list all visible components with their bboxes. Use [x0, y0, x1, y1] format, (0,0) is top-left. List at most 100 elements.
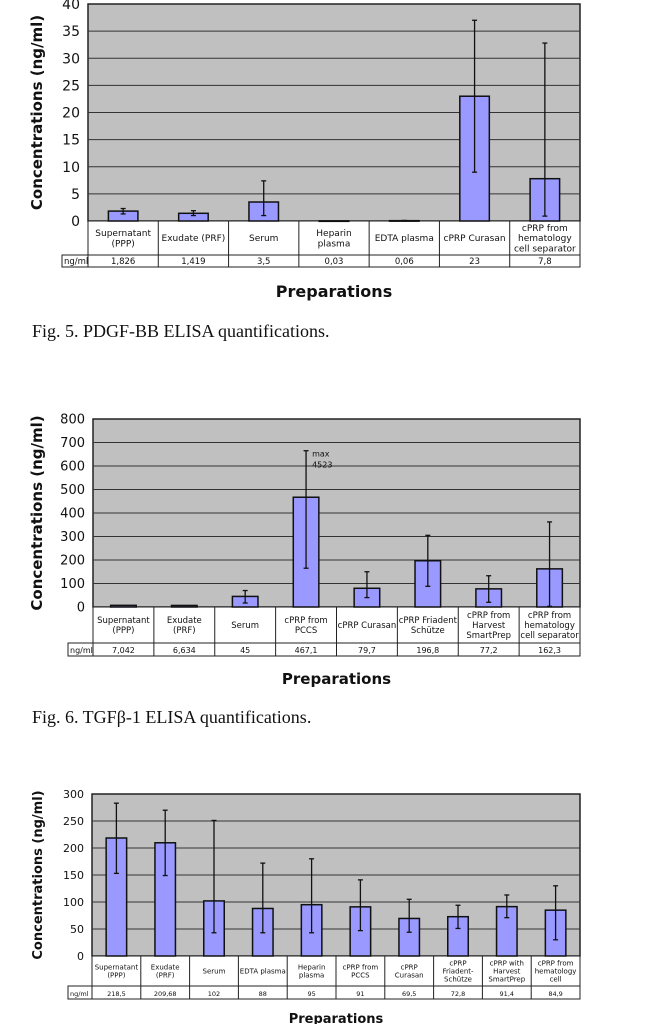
value-label: 84,9 — [548, 990, 562, 998]
y-tick-label: 30 — [62, 51, 80, 67]
category-label: hematology — [518, 234, 572, 244]
category-label: Curasan — [395, 971, 424, 979]
y-tick-label: 35 — [62, 24, 80, 40]
category-label: cPRP from — [522, 224, 568, 234]
category-label: Serum — [249, 234, 278, 244]
value-label: 102 — [208, 990, 220, 998]
x-axis-title: Preparations — [276, 282, 392, 301]
bar — [109, 604, 137, 608]
y-tick-label: 300 — [63, 788, 84, 801]
category-label: Harvest — [472, 621, 506, 631]
y-tick-label: 250 — [63, 815, 84, 828]
value-table-row — [67, 642, 581, 657]
y-tick-label: 700 — [60, 436, 85, 451]
value-label: 7,8 — [538, 257, 552, 267]
value-label: 1,826 — [111, 257, 135, 267]
value-label: 218,5 — [107, 990, 126, 998]
y-tick-label: 600 — [60, 460, 85, 475]
bar — [170, 604, 198, 608]
y-tick-label: 20 — [62, 106, 80, 122]
category-label: cell separator — [520, 631, 579, 641]
value-label: 6,634 — [173, 646, 196, 655]
y-tick-label: 10 — [62, 160, 80, 176]
category-label: Exudate — [167, 616, 202, 626]
category-label: PCCS — [351, 971, 370, 979]
y-tick-label: 0 — [77, 601, 85, 616]
table-row-label: ng/ml — [70, 990, 89, 998]
value-label: 162,3 — [538, 646, 561, 655]
fig5-caption: Fig. 5. PDGF-BB ELISA quantifications. — [32, 321, 330, 341]
value-label: 91,4 — [500, 990, 514, 998]
x-axis-title: Preparations — [289, 1012, 384, 1024]
y-tick-label: 500 — [60, 483, 85, 498]
y-tick-label: 25 — [62, 78, 80, 94]
category-label: Harvest — [493, 967, 521, 975]
y-tick-label: 100 — [63, 896, 84, 909]
category-label: SmartPrep — [466, 631, 511, 641]
category-label: Supernatant — [95, 229, 151, 239]
y-tick-label: 5 — [71, 187, 80, 203]
category-label: PCCS — [295, 626, 317, 636]
annotation: max — [312, 450, 330, 459]
category-label: cPRP Friadent — [399, 616, 458, 626]
category-label: cPRP with — [490, 959, 524, 967]
category-label: Exudate (PRF) — [162, 234, 226, 244]
category-label: cPRP from — [284, 616, 327, 626]
annotation: 4523 — [312, 461, 332, 470]
value-label: 69,5 — [402, 990, 416, 998]
y-tick-label: 400 — [60, 507, 85, 522]
value-label: 0,06 — [395, 257, 414, 267]
value-label: 88 — [259, 990, 267, 998]
fig6-caption: Fig. 6. TGFβ-1 ELISA quantifications. — [32, 707, 312, 727]
value-label: 77,2 — [480, 646, 498, 655]
x-axis-title: Preparations — [282, 670, 391, 688]
category-label: cPRP Curasan — [338, 621, 397, 631]
category-label: Supernatant — [97, 616, 150, 626]
value-label: 7,042 — [112, 646, 135, 655]
category-label: EDTA plasma — [240, 967, 286, 975]
category-label: (PRF) — [173, 626, 196, 636]
value-label: 3,5 — [257, 257, 271, 267]
category-label: Supernatant — [95, 963, 139, 971]
category-label: Serum — [231, 621, 259, 631]
y-tick-label: 15 — [62, 133, 80, 149]
value-table-row — [67, 985, 581, 1000]
y-tick-label: 40 — [62, 0, 80, 13]
category-label: (PRF) — [156, 971, 175, 979]
category-label: EDTA plasma — [375, 234, 434, 244]
chart-1: 0 5 10 15 20 25 30 35 40 ng/ml Supernatant(PPP) 1,8… — [28, 0, 581, 301]
category-label: (PPP) — [107, 971, 125, 979]
category-label: cPRP — [401, 963, 418, 971]
value-label: 95 — [307, 990, 315, 998]
value-label: 45 — [240, 646, 250, 655]
category-label: plasma — [299, 971, 324, 979]
y-tick-label: 50 — [70, 923, 84, 936]
y-axis-title: Concentrations (ng/ml) — [28, 15, 46, 210]
y-tick-label: 300 — [60, 530, 85, 545]
value-label: 72,8 — [451, 990, 465, 998]
value-label: 467,1 — [295, 646, 318, 655]
y-tick-label: 0 — [77, 950, 84, 963]
category-label: cPRP Curasan — [444, 234, 506, 244]
category-label: (PPP) — [111, 239, 134, 249]
chart-2: 0 100 200 300 400 500 600 700 800 ng/ml Supernatan… — [28, 413, 581, 688]
value-table-row — [61, 254, 581, 268]
category-label: cPRP from — [538, 959, 574, 967]
category-label: cell separator — [514, 245, 576, 255]
bar — [318, 220, 350, 223]
y-tick-label: 150 — [63, 869, 84, 882]
value-label: 209,68 — [154, 990, 177, 998]
category-label: plasma — [318, 239, 351, 249]
category-table — [87, 220, 581, 256]
table-row-label: ng/ml — [64, 257, 88, 267]
category-label: SmartPrep — [488, 976, 525, 984]
y-tick-label: 100 — [60, 577, 85, 592]
value-label: 91 — [356, 990, 364, 998]
value-label: 1,419 — [181, 257, 205, 267]
category-label: Schütze — [444, 976, 472, 984]
category-label: cell — [550, 976, 562, 984]
category-label: cPRP from — [528, 611, 571, 621]
category-label: Schütze — [411, 626, 445, 636]
y-axis-title: Concentrations (ng/ml) — [28, 415, 46, 610]
